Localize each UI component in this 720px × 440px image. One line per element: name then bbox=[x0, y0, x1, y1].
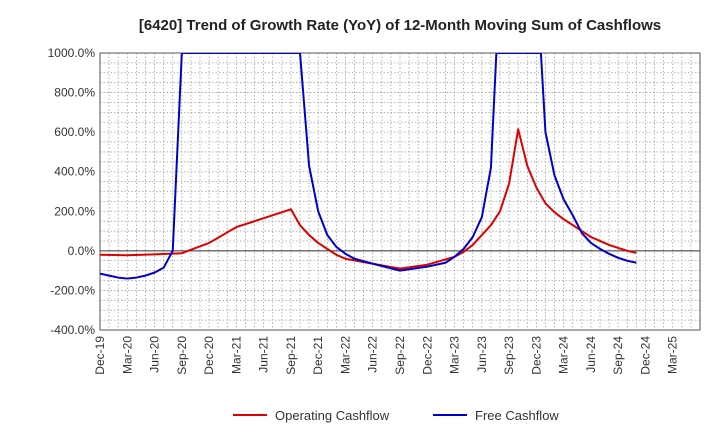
x-tick-label: Sep-20 bbox=[175, 336, 189, 375]
x-tick-label: Mar-23 bbox=[448, 336, 462, 374]
x-tick-label: Dec-21 bbox=[311, 336, 325, 375]
x-tick-label: Dec-23 bbox=[529, 336, 543, 375]
x-tick-label: Jun-23 bbox=[475, 336, 489, 373]
grid-lines bbox=[100, 53, 700, 330]
y-tick-label: 400.0% bbox=[54, 165, 95, 179]
x-tick-label: Sep-22 bbox=[393, 336, 407, 375]
x-tick-label: Mar-21 bbox=[229, 336, 243, 374]
x-tick-label: Dec-20 bbox=[202, 336, 216, 375]
x-tick-label: Dec-19 bbox=[93, 336, 107, 375]
x-tick-label: Dec-22 bbox=[420, 336, 434, 375]
x-tick-label: Jun-24 bbox=[584, 336, 598, 373]
y-tick-label: 0.0% bbox=[68, 244, 96, 258]
y-tick-label: 800.0% bbox=[54, 86, 95, 100]
y-tick-label: -400.0% bbox=[50, 323, 95, 337]
y-tick-label: 1000.0% bbox=[48, 46, 96, 60]
plot-frame bbox=[99, 52, 701, 331]
legend-item-operating-cashflow: Operating Cashflow bbox=[233, 408, 390, 423]
y-tick-label: -200.0% bbox=[50, 283, 95, 297]
series-line-operating-cashflow bbox=[100, 128, 637, 270]
x-tick-label: Sep-23 bbox=[502, 336, 516, 375]
x-tick-label: Mar-20 bbox=[120, 336, 134, 374]
axes bbox=[99, 52, 701, 331]
x-tick-label: Jun-22 bbox=[366, 336, 380, 373]
chart-title: [6420] Trend of Growth Rate (YoY) of 12-… bbox=[139, 17, 661, 34]
x-tick-label: Mar-25 bbox=[666, 336, 680, 374]
x-tick-label: Sep-21 bbox=[284, 336, 298, 375]
x-tick-label: Jun-20 bbox=[148, 336, 162, 373]
x-tick-label: Mar-22 bbox=[338, 336, 352, 374]
legend: Operating Cashflow Free Cashflow bbox=[233, 408, 559, 423]
y-tick-label: 600.0% bbox=[54, 125, 95, 139]
x-tick-label: Dec-24 bbox=[638, 336, 652, 375]
y-tick-label: 200.0% bbox=[54, 204, 95, 218]
legend-label: Free Cashflow bbox=[475, 408, 559, 423]
x-tick-label: Mar-24 bbox=[557, 336, 571, 374]
x-tick-label: Sep-24 bbox=[611, 336, 625, 375]
legend-item-free-cashflow: Free Cashflow bbox=[433, 408, 559, 423]
series-line-free-cashflow bbox=[100, 53, 637, 280]
x-tick-label: Jun-21 bbox=[257, 336, 271, 373]
legend-label: Operating Cashflow bbox=[275, 408, 390, 423]
series-lines bbox=[100, 53, 637, 280]
tick-labels: 1000.0% 800.0% 600.0% 400.0% 200.0% 0.0% -200.… bbox=[48, 46, 680, 375]
